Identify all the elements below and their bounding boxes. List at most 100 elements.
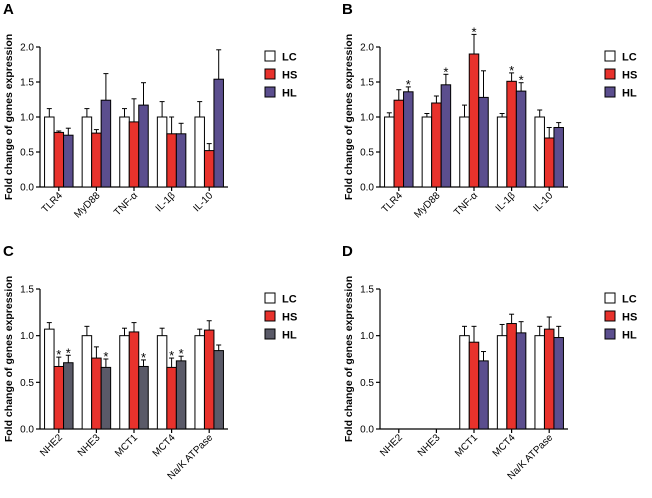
y-tick-label: 2.0 (20, 43, 34, 54)
bar-hs (166, 366, 177, 430)
y-tick-label: 0.0 (360, 425, 374, 436)
panel-c: C 0.0 0.5 1.0 1.5 Fold change of genes expres… (3, 243, 297, 482)
significance-star: * (443, 64, 448, 79)
bar-hl (553, 127, 564, 188)
bar-hs (468, 341, 480, 430)
bar-hl (403, 91, 414, 188)
x-tick-label: TNF-α (112, 190, 140, 218)
legend-label-lc: LC (622, 294, 637, 306)
panel-a: A 0.0 0.5 1.0 1.5 2.0 Fold change of genes exp… (3, 1, 297, 221)
legend-label-hl: HL (282, 88, 297, 100)
bar-lc (534, 116, 545, 188)
bar-lc (119, 335, 130, 430)
y-tick-label: 1.5 (360, 78, 374, 89)
y-tick-label: 1.5 (360, 285, 374, 296)
x-tick-label: MCT1 (113, 432, 140, 459)
legend-swatch-lc (264, 292, 276, 304)
bar-hs (91, 132, 102, 188)
bar-lc (459, 335, 470, 430)
bar-lc (119, 116, 130, 188)
bar-hl (478, 360, 489, 430)
significance-star: * (141, 350, 146, 365)
bar-hl (100, 99, 112, 188)
significance-star: * (406, 77, 411, 92)
significance-star: * (56, 347, 61, 362)
x-tick-label: NHE3 (416, 432, 443, 459)
bar-lc (194, 116, 205, 188)
legend-swatch-hs (604, 68, 616, 80)
y-tick-label: 1.0 (20, 331, 34, 342)
y-tick-label: 1.5 (20, 285, 34, 296)
bar-hl (553, 337, 564, 430)
y-tick-label: 0.5 (360, 148, 374, 159)
y-tick-label: 1.5 (20, 78, 34, 89)
bar-hl (478, 96, 489, 188)
bar-lc (81, 116, 93, 188)
y-tick-label: 2.0 (360, 43, 374, 54)
x-tick-label: IL-10 (191, 190, 215, 214)
significance-star: * (169, 348, 174, 363)
legend-swatch-hs (264, 68, 276, 80)
significance-star: * (519, 73, 524, 88)
x-tick-label: NHE3 (76, 432, 103, 459)
bar-hs (91, 357, 102, 430)
bar-hl (100, 366, 112, 430)
x-tick-label: TNF-α (452, 190, 480, 218)
legend-label-hl: HL (622, 330, 637, 342)
bar-hl (213, 350, 224, 430)
x-tick-label: NHE2 (378, 432, 405, 459)
legend-swatch-hs (604, 310, 616, 322)
bar-hl (440, 84, 452, 188)
bar-hl (138, 365, 149, 430)
bar-hs (203, 329, 215, 430)
bar-lc (81, 335, 93, 430)
y-tick-label: 0.5 (20, 148, 34, 159)
y-tick-label: 0.5 (20, 378, 34, 389)
bar-lc (421, 116, 433, 188)
bar-lc (496, 116, 508, 188)
bar-lc (156, 116, 168, 188)
y-tick-label: 0.5 (360, 378, 374, 389)
y-tick-label: 1.0 (360, 331, 374, 342)
legend-swatch-hl (264, 328, 276, 340)
bar-hs (203, 150, 215, 188)
y-axis-title: Fold change of genes expression (343, 276, 355, 442)
bar-hs (543, 328, 555, 430)
x-tick-label: MCT4 (491, 432, 518, 459)
y-tick-label: 0.0 (20, 425, 34, 436)
significance-star: * (471, 24, 476, 39)
bar-hs (431, 102, 442, 188)
x-tick-label: TLR4 (380, 190, 405, 215)
legend-label-hl: HL (622, 88, 637, 100)
significance-star: * (179, 346, 184, 361)
bar-hl (515, 90, 527, 188)
panel-b: B 0.0 0.5 1.0 1.5 2.0 Fold change of genes exp… (342, 1, 637, 221)
legend-swatch-lc (604, 292, 616, 304)
bar-hl (175, 360, 187, 430)
x-tick-label: MyD88 (72, 190, 102, 220)
panel-letter: B (342, 1, 353, 18)
legend-swatch-hl (604, 328, 616, 340)
bar-hs (53, 131, 65, 188)
legend-label-lc: LC (282, 52, 297, 64)
panel-letter: A (3, 1, 14, 18)
bar-lc (44, 328, 55, 430)
y-tick-label: 1.0 (20, 113, 34, 124)
y-tick-label: 0.0 (20, 183, 34, 194)
legend-swatch-lc (604, 50, 616, 62)
bar-hl (175, 133, 187, 188)
legend-label-hl: HL (282, 330, 297, 342)
significance-star: * (103, 349, 108, 364)
bar-lc (459, 116, 470, 188)
legend-swatch-hl (264, 86, 276, 98)
legend-label-hs: HS (282, 70, 297, 82)
significance-star: * (66, 345, 71, 360)
x-tick-label: MCT4 (151, 432, 178, 459)
y-axis-title: Fold change of genes expression (3, 276, 15, 442)
legend-label-hs: HS (622, 312, 637, 324)
bar-lc (496, 335, 508, 430)
bar-hs (393, 99, 405, 188)
panel-letter: C (3, 243, 14, 260)
x-tick-label: MCT1 (453, 432, 480, 459)
